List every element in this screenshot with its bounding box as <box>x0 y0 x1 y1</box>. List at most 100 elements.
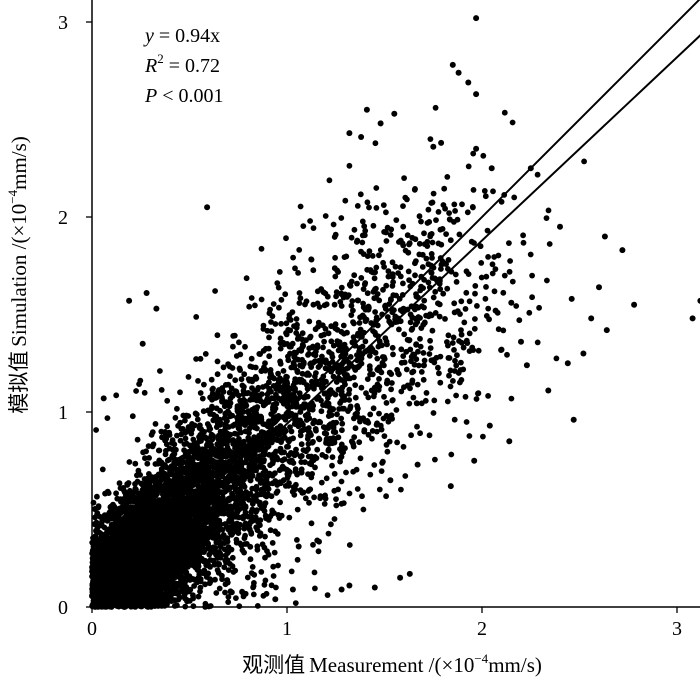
scatter-point <box>108 503 115 510</box>
scatter-point <box>104 535 110 542</box>
scatter-point <box>133 536 139 543</box>
scatter-point <box>132 485 139 492</box>
scatter-point <box>94 493 100 500</box>
scatter-point <box>121 519 128 526</box>
scatter-point <box>185 459 191 466</box>
scatter-point <box>204 204 211 211</box>
scatter-point <box>508 299 515 306</box>
scatter-point <box>195 593 202 600</box>
scatter-point <box>95 580 102 587</box>
scatter-point <box>120 502 127 509</box>
scatter-point <box>115 542 122 549</box>
scatter-point <box>297 432 304 439</box>
scatter-point <box>601 233 608 240</box>
scatter-point <box>129 542 135 548</box>
scatter-point <box>363 106 370 113</box>
scatter-point <box>619 247 626 254</box>
scatter-point <box>174 432 180 439</box>
scatter-point <box>160 559 167 566</box>
scatter-point <box>135 550 141 556</box>
scatter-point <box>182 417 188 424</box>
scatter-point <box>135 467 142 474</box>
scatter-point <box>156 447 163 454</box>
scatter-point <box>96 529 103 536</box>
scatter-point <box>101 524 108 531</box>
scatter-point <box>245 492 252 498</box>
scatter-point <box>119 496 126 503</box>
scatter-point <box>387 477 394 484</box>
scatter-point <box>182 467 189 474</box>
scatter-point <box>455 69 462 76</box>
scatter-point <box>229 490 235 497</box>
scatter-point <box>473 15 480 22</box>
scatter-point <box>92 559 99 566</box>
scatter-point <box>139 340 146 347</box>
scatter-point <box>289 586 296 593</box>
scatter-point <box>430 143 437 150</box>
scatter-point <box>152 504 159 510</box>
scatter-point <box>95 551 101 558</box>
scatter-point <box>111 526 118 532</box>
scatter-point <box>240 408 247 415</box>
scatter-point <box>195 492 202 498</box>
scatter-point <box>215 459 222 465</box>
scatter-point <box>210 458 217 465</box>
scatter-point <box>185 413 192 419</box>
scatter-point <box>203 513 210 520</box>
scatter-point <box>143 290 150 296</box>
scatter-point <box>176 478 183 484</box>
scatter-point <box>104 577 111 584</box>
scatter-point <box>241 549 248 556</box>
scatter-point <box>224 444 231 451</box>
scatter-point <box>113 490 119 497</box>
scatter-point <box>153 518 160 525</box>
scatter-point <box>580 350 587 357</box>
scatter-point <box>473 91 480 98</box>
scatter-point <box>138 480 145 487</box>
scatter-point <box>142 455 148 462</box>
scatter-point <box>570 416 577 423</box>
scatter-point <box>179 454 186 461</box>
scatter-point <box>195 478 202 485</box>
scatter-point <box>176 540 183 546</box>
scatter-point <box>377 120 384 127</box>
scatter-point <box>164 423 171 430</box>
scatter-point <box>518 338 524 345</box>
scatter-point <box>112 533 118 539</box>
scatter-point <box>196 425 203 431</box>
scatter-point <box>465 79 472 86</box>
scatter-point <box>177 419 184 426</box>
scatter-point <box>267 527 274 534</box>
scatter-point <box>195 483 201 489</box>
scatter-point <box>414 461 421 468</box>
scatter-point <box>100 514 107 520</box>
scatter-point <box>126 297 133 304</box>
scatter-point <box>258 569 265 575</box>
scatter-point <box>143 448 150 455</box>
scatter-point <box>473 145 480 152</box>
scatter-point <box>184 544 191 551</box>
scatter-point <box>471 457 478 464</box>
scatter-point <box>596 284 602 291</box>
scatter-point <box>136 578 142 585</box>
scatter-point <box>118 558 125 565</box>
scatter-point <box>100 395 107 402</box>
scatter-point <box>150 513 157 520</box>
scatter-point <box>346 130 353 137</box>
scatter-point <box>167 470 174 477</box>
scatter-point <box>136 495 142 502</box>
scatter-point <box>141 503 147 510</box>
scatter-point <box>119 590 126 596</box>
scatter-point <box>132 460 139 467</box>
scatter-point <box>179 494 186 501</box>
scatter-point <box>689 315 696 322</box>
scatter-point <box>164 457 171 464</box>
scatter-point <box>102 558 109 565</box>
scatter-point <box>151 497 158 503</box>
scatter-point <box>564 360 571 367</box>
scatter-point <box>272 596 279 603</box>
scatter-point <box>100 566 107 572</box>
scatter-point <box>391 110 398 117</box>
scatter-point <box>603 327 610 334</box>
scatter-point <box>111 549 118 555</box>
